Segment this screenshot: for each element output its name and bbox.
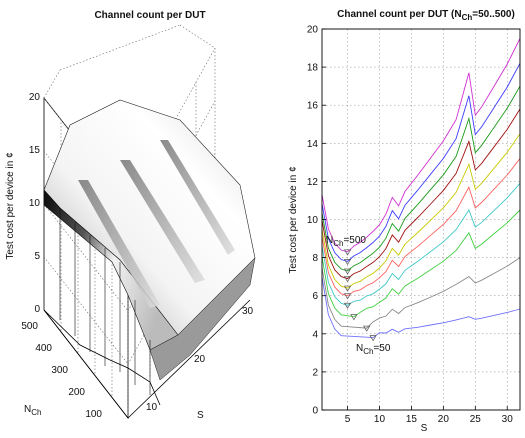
y-tick-label: 6 — [312, 291, 318, 302]
line-grid — [322, 28, 520, 411]
line-title-sub: Ch — [462, 13, 473, 22]
label-nch-500-main: N — [326, 235, 333, 246]
series-line — [321, 63, 521, 262]
minimum-marker — [350, 314, 358, 321]
x-tick-label: 30 — [502, 414, 514, 425]
minimum-marker — [363, 325, 371, 332]
s-tick-label: 20 — [194, 354, 206, 365]
label-nch-500-sub: Ch — [333, 239, 343, 248]
series-line — [321, 209, 521, 318]
y-tick-label: 12 — [307, 177, 319, 188]
label-nch-50-sub: Ch — [363, 347, 373, 356]
s-tick-label: 10 — [146, 402, 158, 413]
minimum-marker — [343, 302, 352, 309]
surface-side — [149, 257, 256, 381]
y-tick-label: 14 — [307, 139, 319, 150]
minimum-marker — [369, 335, 377, 342]
series-line — [321, 276, 521, 339]
label-nch-50: NCh=50 — [356, 343, 391, 356]
y-tick-label: 2 — [312, 367, 318, 378]
n-tick-label: 400 — [35, 343, 52, 354]
n-axis-label: NCh — [24, 404, 41, 417]
minimum-marker — [343, 276, 352, 283]
s-axis — [127, 299, 251, 419]
minimum-marker — [343, 285, 352, 292]
y-tick-label: 16 — [307, 101, 319, 112]
y-tick-label: 4 — [312, 329, 318, 340]
line-chart: Channel count per DUT (NCh=50..500) 5 10 1… — [288, 9, 521, 434]
series-line — [321, 133, 521, 289]
y-tick-label: 0 — [312, 406, 318, 417]
x-tick-label: 25 — [470, 414, 482, 425]
series-line — [321, 85, 521, 272]
s-axis-label: S — [197, 410, 204, 421]
n-axis-label-main: N — [24, 404, 31, 415]
surface-stripes — [78, 140, 235, 308]
minimum-marker — [343, 259, 352, 266]
label-nch-500: NCh=500 — [326, 235, 366, 248]
label-nch-50-tail: =50 — [373, 343, 390, 354]
series-line — [321, 158, 521, 297]
series-line — [321, 257, 521, 329]
line-y-ticks: 0 2 4 6 8 10 12 14 16 18 20 — [307, 25, 326, 417]
n-axis-label-sub: Ch — [31, 408, 41, 417]
z-ticks: 0 5 10 15 20 — [29, 92, 41, 315]
z-tick-label: 15 — [29, 145, 41, 156]
line-title-main: Channel count per DUT (N — [337, 9, 461, 20]
z-tick-label: 0 — [34, 304, 40, 315]
surface-chart: Channel count per DUT — [5, 10, 256, 421]
s-ticks: 10 20 30 — [146, 306, 254, 413]
base-curve — [43, 309, 161, 406]
series-line — [321, 38, 521, 253]
line-series-group — [321, 38, 521, 339]
line-x-label: S — [421, 423, 428, 434]
line-title: Channel count per DUT (NCh=50..500) — [337, 9, 515, 22]
surface-stems — [59, 208, 151, 395]
x-tick-label: 15 — [406, 414, 418, 425]
series-line — [321, 108, 521, 280]
series-line — [321, 183, 521, 306]
z-tick-label: 5 — [34, 251, 40, 262]
label-nch-500-tail: =500 — [343, 235, 366, 246]
n-tick-label: 200 — [68, 387, 85, 398]
y-tick-label: 18 — [307, 63, 319, 74]
line-title-tail: =50..500) — [472, 9, 515, 20]
s-tick-label: 30 — [242, 306, 254, 317]
x-tick-label: 5 — [345, 414, 351, 425]
y-tick-label: 8 — [312, 253, 318, 264]
x-tick-label: 20 — [438, 414, 450, 425]
x-tick-label: 10 — [374, 414, 386, 425]
minimum-marker — [343, 249, 352, 256]
n-tick-label: 300 — [51, 365, 68, 376]
label-nch-50-main: N — [356, 343, 363, 354]
n-tick-label: 500 — [21, 321, 38, 332]
n-axis — [43, 309, 129, 419]
surface-title: Channel count per DUT — [94, 10, 205, 21]
minimum-markers — [343, 249, 377, 342]
y-tick-label: 20 — [307, 25, 319, 36]
minimum-marker — [343, 268, 352, 275]
line-y-label: Test cost per device in ¢ — [288, 166, 299, 273]
minimum-marker — [343, 293, 352, 300]
z-tick-label: 20 — [29, 92, 41, 103]
z-axis-label: Test cost per device in ¢ — [5, 152, 16, 259]
z-tick-label: 10 — [29, 198, 41, 209]
line-x-ticks: 5 10 15 20 25 30 — [345, 406, 513, 425]
n-tick-label: 100 — [85, 409, 102, 420]
y-tick-label: 10 — [307, 215, 319, 226]
n-ticks: 500 400 300 200 100 — [21, 321, 102, 420]
